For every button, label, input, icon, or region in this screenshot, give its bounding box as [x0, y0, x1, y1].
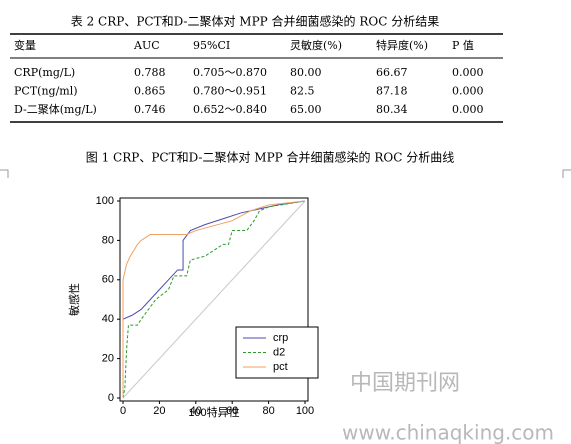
figure-caption: 图 1 CRP、PCT和D-二聚体对 MPP 合并细菌感染的 ROC 分析曲线: [86, 150, 454, 165]
table-cell: 0.652～0.840: [193, 103, 267, 116]
table-caption: 表 2 CRP、PCT和D-二聚体对 MPP 合并细菌感染的 ROC 分析结果: [71, 14, 439, 29]
table-header-cell: P 值: [452, 39, 474, 52]
table-header-cell: 95%CI: [193, 39, 230, 52]
x-axis-label: 100特异性: [188, 405, 239, 419]
x-tick-label: 60: [226, 405, 238, 417]
y-tick-label: 40: [102, 313, 114, 325]
reference-diagonal: [122, 200, 306, 399]
corner-mark: [562, 169, 571, 178]
table-cell: 0.000: [452, 85, 484, 98]
corner-mark: [0, 169, 9, 178]
y-tick-label: 80: [102, 234, 114, 246]
x-tick-label: 80: [262, 405, 274, 417]
watermark: 中国期刊网: [350, 371, 460, 396]
y-tick-label: 100: [96, 195, 114, 207]
y-tick-label: 60: [102, 274, 114, 286]
x-tick-label: 20: [153, 405, 165, 417]
plot-frame: [119, 197, 309, 402]
table-cell: 66.67: [376, 66, 408, 79]
table-cell: 0.705～0.870: [193, 66, 267, 79]
table-cell: 0.788: [134, 66, 166, 79]
y-tick-label: 0: [108, 392, 114, 404]
roc-curve: [122, 200, 306, 398]
table-cell: 0.780～0.951: [193, 85, 267, 98]
table-cell: 0.000: [452, 103, 484, 116]
legend-label: d2: [273, 346, 285, 358]
table-cell: 80.00: [290, 66, 322, 79]
table-header-cell: AUC: [133, 39, 160, 52]
table-cell: CRP(mg/L): [14, 66, 75, 79]
table-cell: PCT(ng/ml): [14, 85, 78, 98]
watermark: www.chinaqking.com: [342, 421, 554, 444]
roc-curve: [122, 200, 306, 399]
x-tick-label: 0: [120, 405, 126, 417]
table-header-cell: 变量: [14, 38, 36, 52]
table-cell: 0.746: [134, 103, 166, 116]
legend-label: crp: [273, 332, 288, 344]
x-tick-label: 40: [190, 405, 202, 417]
table-cell: 65.00: [290, 103, 322, 116]
table-cell: 0.000: [452, 66, 484, 79]
y-tick-label: 20: [102, 353, 114, 365]
y-axis-label: 敏感性: [67, 283, 81, 316]
table-header-cell: 灵敏度(%): [290, 38, 342, 52]
x-tick-label: 100: [296, 405, 314, 417]
table-cell: 80.34: [376, 103, 408, 116]
table-cell: 87.18: [376, 85, 408, 98]
table-header-cell: 特异度(%): [376, 38, 428, 52]
table-cell: D-二聚体(mg/L): [14, 102, 97, 116]
table-cell: 0.865: [134, 85, 166, 98]
legend-label: pct: [273, 361, 288, 373]
table-cell: 82.5: [290, 85, 315, 98]
